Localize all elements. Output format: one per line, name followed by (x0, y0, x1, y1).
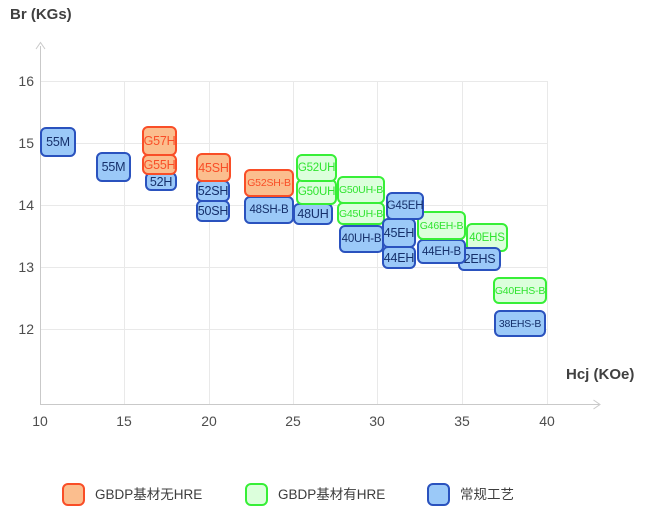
grade-box-44EH[interactable]: 44EH (382, 246, 416, 269)
x-tick-label: 25 (285, 413, 301, 429)
grade-box-G50UH[interactable]: G50UH (296, 179, 337, 205)
grade-box-40UH-B[interactable]: 40UH-B (339, 225, 384, 253)
grade-box-48UH[interactable]: 48UH (293, 203, 333, 225)
grade-box-50SH[interactable]: 50SH (196, 200, 230, 222)
grade-box-45EH[interactable]: 45EH (382, 218, 416, 248)
grade-box-G40EHS-B[interactable]: G40EHS-B (493, 277, 547, 304)
legend-label-nohre: GBDP基材无HRE (95, 487, 203, 502)
y-axis-line (40, 46, 41, 404)
grade-box-G52UH[interactable]: G52UH (296, 154, 337, 182)
y-tick-label: 14 (18, 197, 34, 213)
legend-item-nohre[interactable]: GBDP基材无HRE (62, 483, 202, 506)
x-tick-label: 35 (454, 413, 470, 429)
y-axis-arrow-icon (35, 41, 46, 50)
grade-box-G50UH-B[interactable]: G50UH-B (337, 176, 385, 204)
x-tick-label: 10 (32, 413, 48, 429)
y-tick-label: 15 (18, 135, 34, 151)
gridline-vertical (209, 81, 210, 404)
x-tick-label: 30 (369, 413, 385, 429)
x-tick-label: 40 (539, 413, 555, 429)
y-tick-label: 16 (18, 73, 34, 89)
grade-box-G57H[interactable]: G57H (142, 126, 177, 156)
grade-box-45SH[interactable]: 45SH (196, 153, 231, 182)
x-tick-label: 20 (201, 413, 217, 429)
grade-box-44EH-B[interactable]: 44EH-B (417, 239, 466, 264)
grade-box-38EHS-B[interactable]: 38EHS-B (494, 310, 546, 337)
legend-swatch-nohre (62, 483, 85, 506)
grade-box-G45UH-B[interactable]: G45UH-B (337, 202, 385, 225)
legend-label-hre: GBDP基材有HRE (278, 487, 386, 502)
grade-box-G46EH-B[interactable]: G46EH-B (417, 211, 466, 240)
grade-box-G52SH-B[interactable]: G52SH-B (244, 169, 294, 197)
legend-item-conv[interactable]: 常规工艺 (427, 483, 514, 506)
x-axis-arrow-icon (593, 399, 601, 410)
y-tick-label: 13 (18, 259, 34, 275)
grade-box-G55H[interactable]: G55H (142, 154, 177, 175)
legend-swatch-conv (427, 483, 450, 506)
legend-swatch-hre (245, 483, 268, 506)
grade-box-48SH-B[interactable]: 48SH-B (244, 196, 294, 224)
grade-box-52H[interactable]: 52H (145, 172, 177, 191)
x-axis-line (40, 404, 599, 405)
gridline-vertical (547, 81, 548, 404)
grade-box-55M[interactable]: 55M (40, 127, 76, 157)
y-axis-title: Br (KGs) (10, 6, 72, 23)
grade-box-55M[interactable]: 55M (96, 152, 131, 182)
grade-box-52SH[interactable]: 52SH (196, 180, 230, 202)
gridline-vertical (293, 81, 294, 404)
legend-item-hre[interactable]: GBDP基材有HRE (245, 483, 385, 506)
x-tick-label: 15 (116, 413, 132, 429)
y-tick-label: 12 (18, 321, 34, 337)
legend-label-conv: 常规工艺 (460, 487, 514, 502)
grade-box-G45EH[interactable]: G45EH (386, 192, 424, 220)
x-axis-title: Hcj (KOe) (566, 366, 635, 383)
gridline-vertical (124, 81, 125, 404)
